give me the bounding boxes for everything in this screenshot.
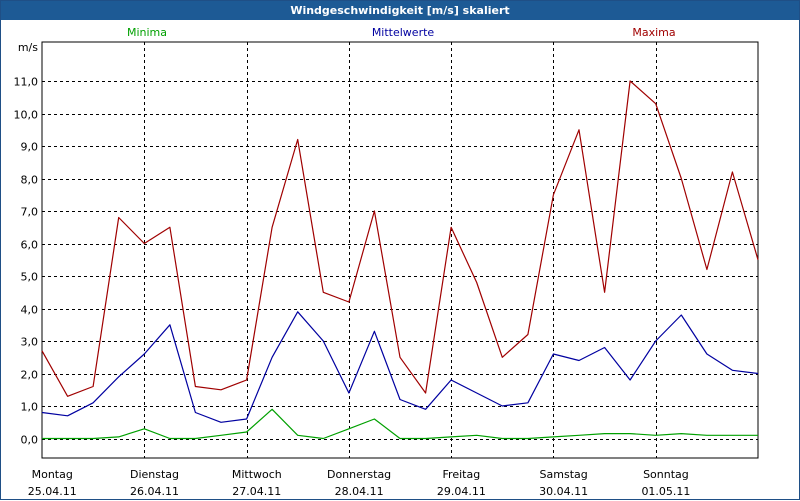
x-tick-date: 28.04.11	[335, 485, 384, 498]
x-tick-date: 01.05.11	[641, 485, 690, 498]
y-tick-label: 9,0	[21, 141, 39, 154]
y-tick-label: 1,0	[21, 401, 39, 414]
x-tick-date: 25.04.11	[28, 485, 77, 498]
plot-area	[41, 41, 759, 459]
y-tick-label: 11,0	[14, 76, 39, 89]
y-tick-label: 4,0	[21, 304, 39, 317]
legend-minima: Minima	[127, 26, 167, 39]
y-tick-label: 5,0	[21, 271, 39, 284]
legend-mittelwerte: Mittelwerte	[372, 26, 435, 39]
series-line-maxima	[41, 80, 759, 397]
x-tick-date: 29.04.11	[437, 485, 486, 498]
y-tick-label: 8,0	[21, 174, 39, 187]
chart-title: Windgeschwindigkeit [m/s] skaliert	[1, 1, 799, 20]
x-tick-day: Mittwoch	[232, 468, 282, 481]
y-tick-label: 2,0	[21, 369, 39, 382]
y-tick-label: 3,0	[21, 336, 39, 349]
y-axis-label: m/s	[18, 41, 38, 54]
series-line-mittelwerte	[41, 311, 759, 423]
x-tick-day: Donnerstag	[327, 468, 391, 481]
y-tick-label: 0,0	[21, 434, 39, 447]
y-tick-label: 6,0	[21, 239, 39, 252]
x-tick-date: 30.04.11	[539, 485, 588, 498]
x-tick-day: Samstag	[540, 468, 588, 481]
x-tick-day: Sonntag	[643, 468, 689, 481]
x-tick-day: Montag	[32, 468, 73, 481]
x-tick-date: 27.04.11	[232, 485, 281, 498]
x-tick-day: Dienstag	[130, 468, 179, 481]
x-tick-date: 26.04.11	[130, 485, 179, 498]
x-tick-day: Freitag	[443, 468, 481, 481]
y-tick-label: 7,0	[21, 206, 39, 219]
legend-maxima: Maxima	[632, 26, 675, 39]
y-tick-label: 10,0	[14, 109, 39, 122]
series-line-minima	[42, 408, 758, 440]
